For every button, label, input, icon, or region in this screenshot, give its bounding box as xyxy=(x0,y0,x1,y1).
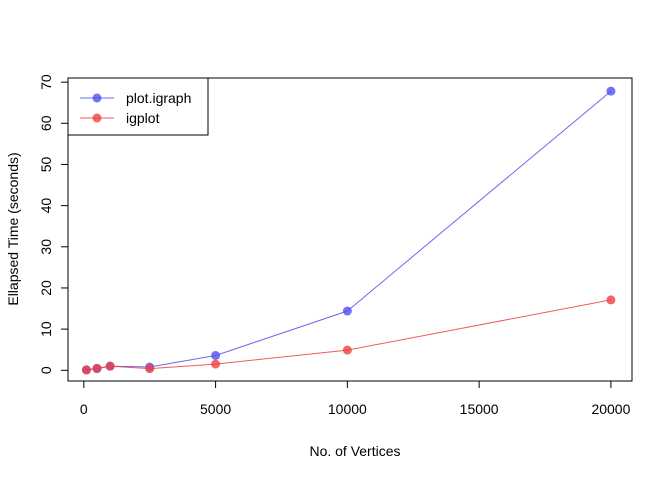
data-point xyxy=(342,306,352,316)
data-point xyxy=(606,295,616,305)
y-tick-label: 70 xyxy=(38,74,54,90)
legend-label-0: plot.igraph xyxy=(126,90,191,106)
x-axis-title: No. of Vertices xyxy=(309,443,400,459)
plot-area xyxy=(81,86,616,375)
data-point xyxy=(606,86,616,96)
data-point xyxy=(211,350,221,360)
data-point xyxy=(105,361,115,371)
legend-label-1: igplot xyxy=(126,110,160,126)
x-tick-label: 0 xyxy=(80,401,88,417)
y-tick-label: 40 xyxy=(38,198,54,214)
y-tick-label: 0 xyxy=(38,366,54,374)
legend: plot.igraph igplot xyxy=(67,77,209,136)
legend-marker-1 xyxy=(92,113,102,123)
y-tick-label: 30 xyxy=(38,239,54,255)
y-axis: 0 10 20 30 40 50 60 70 xyxy=(38,74,69,374)
x-tick-label: 5000 xyxy=(200,401,231,417)
data-point xyxy=(211,359,221,369)
x-axis: 0 5000 10000 15000 20000 xyxy=(80,380,631,417)
y-axis-title: Ellapsed Time (seconds) xyxy=(5,152,21,305)
y-tick-label: 60 xyxy=(38,115,54,131)
x-tick-label: 10000 xyxy=(328,401,367,417)
x-tick-label: 15000 xyxy=(460,401,499,417)
data-point xyxy=(81,365,91,375)
x-tick-label: 20000 xyxy=(591,401,630,417)
y-tick-label: 20 xyxy=(38,280,54,296)
data-point xyxy=(342,345,352,355)
y-tick-label: 50 xyxy=(38,156,54,172)
data-point xyxy=(92,363,102,373)
y-tick-label: 10 xyxy=(38,321,54,337)
data-point xyxy=(145,364,155,374)
legend-marker-0 xyxy=(92,93,102,103)
legend-box xyxy=(67,77,209,136)
